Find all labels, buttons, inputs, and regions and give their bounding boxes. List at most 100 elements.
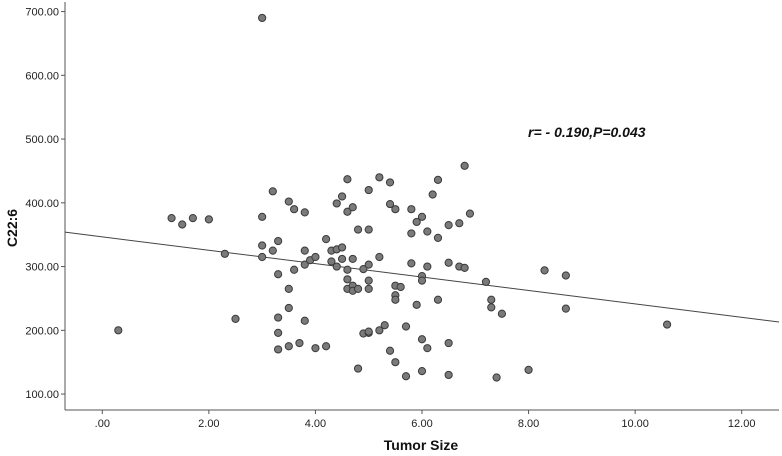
data-point (380, 321, 389, 330)
data-point (290, 205, 299, 214)
data-point (274, 345, 283, 354)
data-point (337, 254, 347, 264)
x-axis-ticks: .00 2.00 4.00 6.00 8.00 10.00 12.00 (95, 410, 756, 430)
data-point (407, 205, 416, 214)
data-point (492, 373, 501, 382)
y-tick-label: 700.00 (25, 7, 59, 19)
data-point (284, 284, 293, 293)
data-point (375, 326, 384, 335)
x-tick-label: 2.00 (198, 418, 219, 430)
data-point (401, 322, 411, 331)
y-tick-label: 400.00 (25, 198, 59, 210)
data-point (337, 192, 347, 201)
data-point (465, 209, 475, 218)
data-point (364, 276, 373, 285)
data-point (284, 197, 293, 206)
data-point (343, 275, 352, 284)
data-point (268, 187, 277, 196)
data-point (433, 233, 443, 242)
x-tick-label: 12.00 (728, 418, 756, 430)
data-point (274, 236, 283, 246)
x-tick-label: 8.00 (518, 418, 539, 430)
data-point (423, 344, 432, 353)
data-point (460, 161, 469, 170)
data-point (300, 316, 309, 325)
y-axis-ticks: 100.00 200.00 300.00 400.00 500.00 600.00 700.… (25, 7, 65, 401)
data-point (204, 215, 213, 224)
x-tick-label: 10.00 (621, 418, 649, 430)
data-point (412, 217, 421, 227)
x-tick-label: 6.00 (411, 418, 432, 430)
data-point (407, 229, 416, 238)
data-point (343, 265, 352, 274)
data-point (497, 309, 507, 318)
y-tick-label: 100.00 (25, 389, 59, 401)
data-point (417, 335, 427, 344)
data-point (423, 262, 432, 271)
data-point (417, 276, 427, 285)
data-points (114, 13, 672, 382)
data-point (375, 173, 384, 182)
data-point (258, 13, 267, 23)
data-point (561, 304, 570, 313)
data-point (188, 214, 197, 223)
data-point (561, 271, 570, 280)
data-point (295, 338, 304, 348)
data-point (417, 212, 427, 221)
data-point (412, 300, 421, 309)
data-point (401, 372, 411, 381)
data-point (423, 227, 432, 236)
data-point (481, 277, 491, 286)
data-point (231, 314, 240, 323)
data-point (332, 262, 341, 271)
data-point (258, 212, 267, 221)
data-point (375, 252, 384, 262)
data-point (433, 295, 443, 304)
data-point (385, 346, 395, 355)
data-point (364, 284, 373, 293)
data-point (327, 257, 336, 266)
data-point (444, 258, 453, 267)
data-point (391, 358, 400, 367)
data-point (487, 303, 496, 312)
data-point (258, 241, 267, 250)
data-point (274, 313, 283, 322)
data-point (444, 338, 453, 348)
data-point (364, 185, 373, 195)
data-point (337, 243, 347, 252)
correlation-annotation: r= - 0.190,P=0.043 (528, 124, 646, 140)
data-point (353, 364, 363, 373)
plot-area: 100.00 200.00 300.00 400.00 500.00 600.00 700.… (25, 2, 780, 430)
data-point (178, 220, 187, 229)
y-tick-label: 600.00 (25, 70, 59, 82)
data-point (348, 203, 357, 212)
data-point (300, 260, 309, 269)
x-tick-label: 4.00 (305, 418, 326, 430)
data-point (284, 342, 293, 351)
data-point (353, 284, 363, 293)
data-point (391, 295, 400, 304)
data-point (220, 249, 229, 258)
data-point (300, 208, 309, 217)
data-point (364, 327, 373, 336)
data-point (407, 259, 416, 268)
data-point (444, 370, 453, 380)
data-point (364, 225, 373, 234)
data-point (524, 365, 533, 374)
y-tick-label: 500.00 (25, 134, 59, 146)
data-point (444, 221, 453, 230)
data-point (428, 190, 437, 199)
data-point (321, 342, 331, 351)
data-point (274, 270, 283, 279)
data-point (396, 282, 405, 292)
data-point (385, 178, 395, 187)
data-point (258, 252, 267, 262)
data-point (167, 214, 176, 223)
data-point (385, 199, 395, 209)
data-point (359, 265, 368, 274)
data-point (487, 295, 496, 304)
x-axis-title: Tumor Size (384, 437, 459, 453)
data-point (455, 219, 464, 228)
data-point (268, 246, 277, 255)
